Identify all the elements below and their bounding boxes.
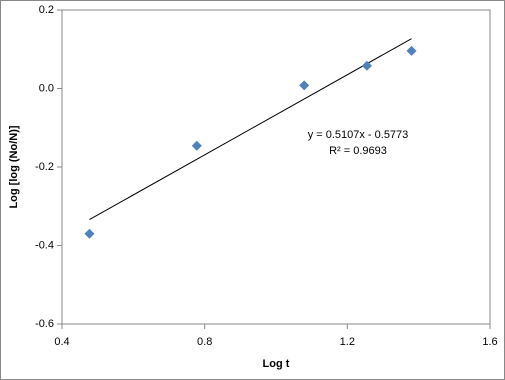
- y-tick-label: -0.2: [35, 161, 54, 173]
- y-tick-label: 0.0: [39, 82, 54, 94]
- y-tick-label: 0.2: [39, 4, 54, 16]
- data-point: [406, 45, 417, 56]
- x-tick-label: 0.4: [54, 336, 69, 348]
- data-point: [299, 80, 310, 91]
- y-tick-label: -0.4: [35, 239, 54, 251]
- y-axis-title: Log [log (No/N)]: [8, 125, 20, 208]
- x-tick-label: 1.6: [482, 336, 497, 348]
- trendline: [89, 38, 412, 221]
- data-point: [361, 60, 372, 71]
- x-tick-label: 0.8: [197, 336, 212, 348]
- x-axis-title: Log t: [263, 358, 290, 370]
- data-point: [84, 228, 95, 239]
- x-tick-label: 1.2: [340, 336, 355, 348]
- trendline-equation: y = 0.5107x - 0.5773: [308, 129, 409, 141]
- r-squared: R² = 0.9693: [329, 145, 387, 157]
- y-tick-label: -0.6: [35, 318, 54, 330]
- data-point: [191, 140, 202, 151]
